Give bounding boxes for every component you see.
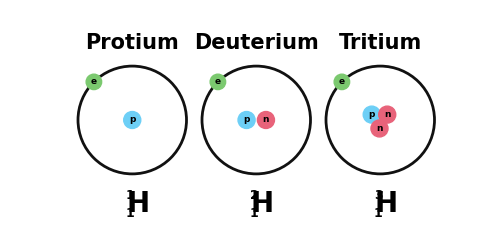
Text: 1: 1 xyxy=(126,189,135,202)
Text: H: H xyxy=(127,190,150,218)
Ellipse shape xyxy=(334,74,349,90)
Ellipse shape xyxy=(258,112,274,128)
Text: e: e xyxy=(215,77,221,86)
Text: n: n xyxy=(384,110,390,119)
Ellipse shape xyxy=(210,74,226,90)
Ellipse shape xyxy=(238,112,255,128)
Text: e: e xyxy=(339,77,345,86)
Text: p: p xyxy=(244,116,250,124)
Ellipse shape xyxy=(378,106,396,123)
Text: 2: 2 xyxy=(250,189,259,202)
Text: Protium: Protium xyxy=(86,33,179,53)
Ellipse shape xyxy=(371,120,388,137)
Text: 3: 3 xyxy=(374,189,382,202)
Text: H: H xyxy=(375,190,398,218)
Text: H: H xyxy=(251,190,274,218)
Text: Tritium: Tritium xyxy=(338,33,422,53)
Text: 1: 1 xyxy=(250,207,259,220)
Ellipse shape xyxy=(86,74,102,90)
Text: Deuterium: Deuterium xyxy=(194,33,318,53)
Text: e: e xyxy=(91,77,97,86)
Text: 1: 1 xyxy=(126,207,135,220)
Text: p: p xyxy=(368,110,375,119)
Text: p: p xyxy=(129,116,136,124)
Ellipse shape xyxy=(363,106,380,123)
Text: n: n xyxy=(262,116,269,124)
Text: n: n xyxy=(376,124,382,133)
Text: 1: 1 xyxy=(374,207,383,220)
Ellipse shape xyxy=(124,112,141,128)
